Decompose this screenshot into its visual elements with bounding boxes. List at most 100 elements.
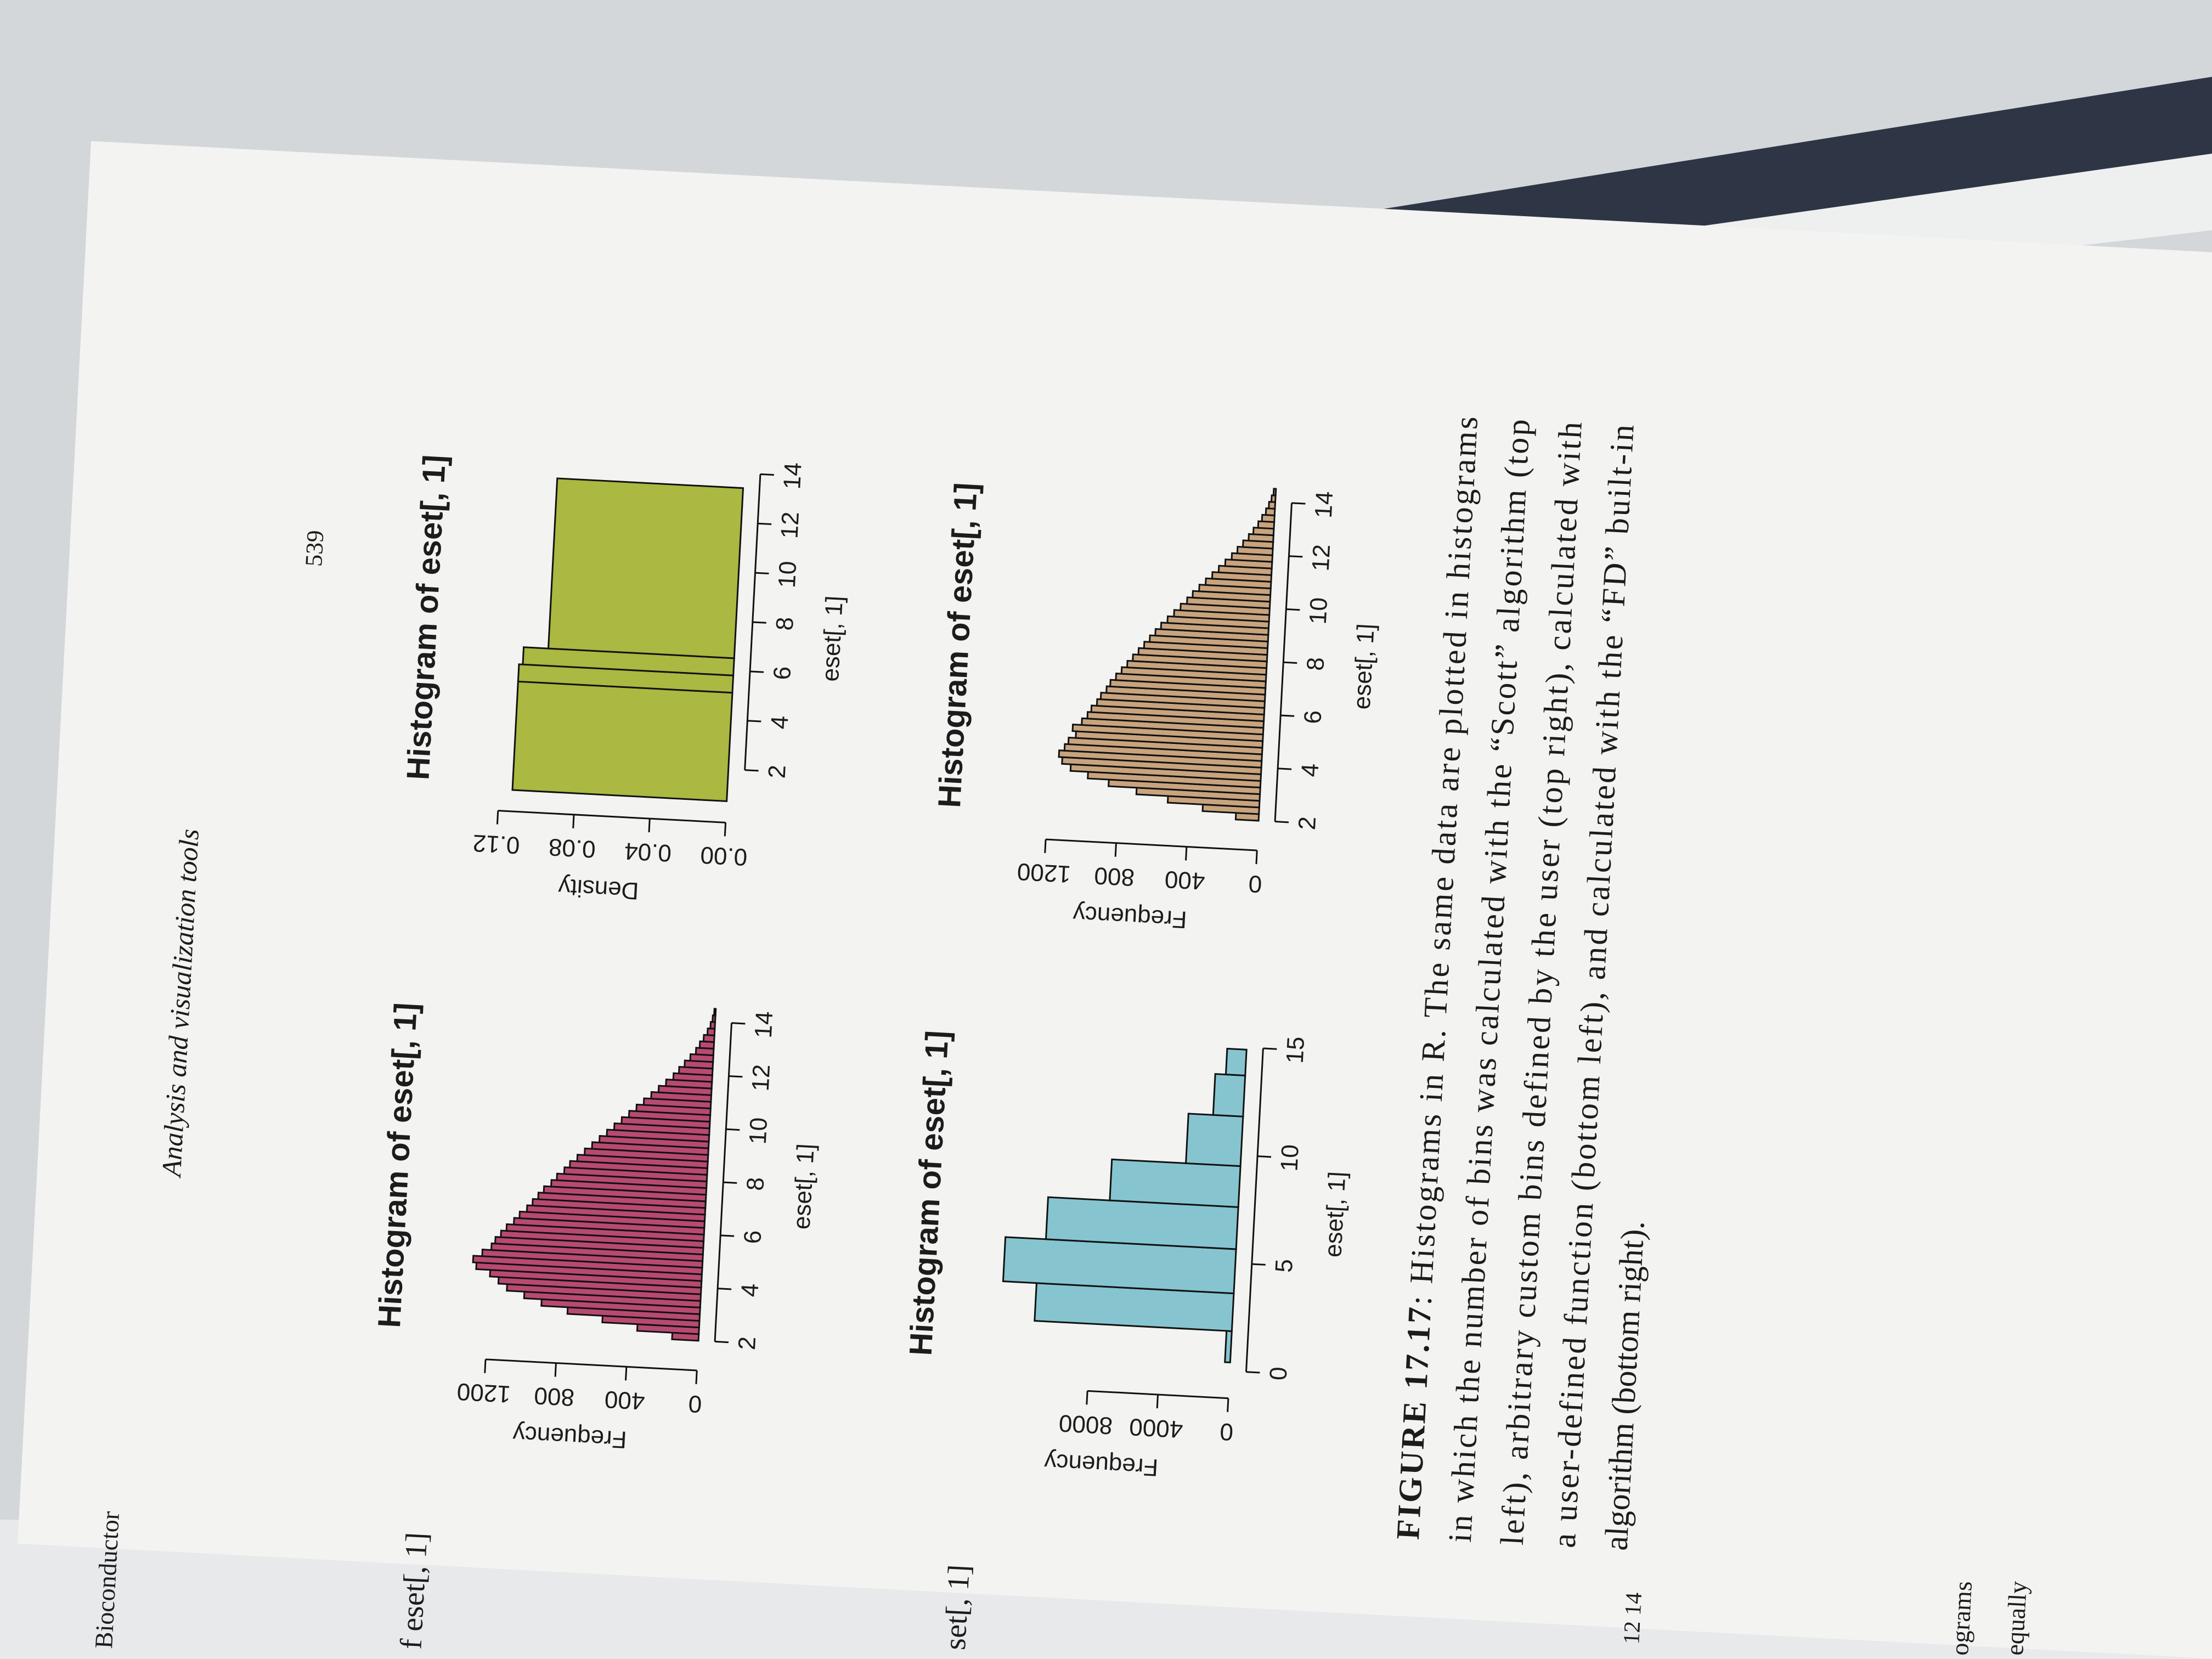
y-tick-label: 1200 (1017, 858, 1071, 888)
y-tick-label: 0.00 (699, 841, 748, 870)
y-tick (1185, 847, 1188, 861)
x-tick-label: 10 (1305, 597, 1333, 625)
y-axis-label: Frequency (512, 1420, 628, 1453)
x-tick (1291, 502, 1306, 505)
y-axis (485, 1358, 697, 1372)
bar (713, 1008, 717, 1017)
y-tick-label: 4000 (1128, 1413, 1183, 1443)
y-tick-label: 400 (604, 1386, 646, 1415)
x-tick (1246, 1371, 1260, 1374)
paper (18, 141, 2212, 1659)
x-tick-label: 12 (776, 511, 804, 539)
y-tick (1255, 850, 1258, 865)
x-tick-label: 6 (769, 665, 796, 680)
x-tick (726, 1128, 740, 1131)
x-tick-label: 12 (1307, 544, 1335, 572)
x-tick-label: 14 (1310, 490, 1338, 518)
y-tick-label: 0 (1219, 1418, 1234, 1445)
y-tick-label: 0.12 (472, 830, 521, 859)
y-tick-label: 0.08 (548, 833, 596, 862)
bar (1109, 1158, 1242, 1208)
y-tick-label: 1200 (456, 1378, 511, 1408)
y-axis (498, 810, 726, 823)
x-tick-label: 6 (739, 1229, 766, 1244)
x-tick-label: 10 (1276, 1144, 1304, 1172)
x-tick (1283, 661, 1297, 664)
x-tick-label: 8 (1302, 657, 1329, 672)
y-tick (1156, 1394, 1159, 1409)
bar (709, 1021, 716, 1030)
left-page-fragment: ograms (1945, 1581, 1977, 1656)
x-tick-label: 5 (1271, 1259, 1298, 1273)
y-axis-label: Frequency (1043, 1448, 1159, 1481)
x-tick-label: 0 (1265, 1366, 1292, 1381)
y-tick (648, 819, 651, 833)
y-tick-label: 0 (1248, 870, 1263, 898)
x-tick (1257, 1155, 1272, 1158)
y-tick-label: 8000 (1058, 1409, 1113, 1439)
x-axis-label: eset[, 1] (817, 595, 848, 682)
x-tick (731, 1022, 746, 1025)
y-tick (572, 814, 575, 828)
x-axis (1245, 1048, 1264, 1372)
x-tick (1289, 555, 1303, 558)
y-tick-label: 0.04 (624, 837, 672, 866)
y-tick-label: 800 (533, 1382, 575, 1411)
x-tick (760, 473, 774, 476)
page-number: 539 (300, 529, 329, 567)
histogram-panel: Histogram of eset[, 1] eset[, 1]Frequency… (903, 1030, 1351, 1481)
y-tick-label: 400 (1164, 866, 1206, 895)
y-axis-label: Density (557, 873, 639, 905)
left-page-fragment: set[, 1] (938, 1564, 977, 1651)
left-page-fragment: equally (2000, 1581, 2032, 1656)
y-tick-label: 800 (1093, 862, 1135, 891)
y-tick (496, 810, 499, 825)
y-axis (1045, 838, 1257, 851)
x-tick-label: 2 (1294, 816, 1321, 831)
x-tick-label: 15 (1282, 1036, 1310, 1064)
y-tick-label: 0 (688, 1390, 703, 1418)
left-page-fragment: 12 14 (1619, 1592, 1647, 1645)
bar (1224, 1047, 1248, 1077)
bar (1272, 488, 1277, 496)
x-tick (758, 522, 772, 526)
bar (547, 477, 744, 659)
x-tick-label: 4 (766, 715, 793, 730)
bar (511, 680, 733, 803)
histogram-panel: Histogram of eset[, 1] eset[, 1]Frequency… (932, 482, 1380, 933)
x-tick (1280, 714, 1295, 717)
x-tick-label: 6 (1299, 710, 1327, 725)
x-axis-label: eset[, 1] (788, 1143, 820, 1230)
x-tick-label: 8 (742, 1177, 769, 1192)
x-tick-label: 8 (771, 617, 799, 631)
x-tick (720, 1234, 735, 1237)
left-page-text: Bioconductor f eset[, 1] set[, 1] 12 14 ogra… (89, 1510, 2032, 1656)
y-tick (625, 1367, 628, 1381)
x-tick-label: 10 (744, 1117, 772, 1145)
right-page: Analysis and visualization tools 539 FIG… (18, 141, 2212, 1659)
bar (1185, 1113, 1244, 1167)
y-tick (1114, 843, 1117, 857)
y-tick (1044, 839, 1047, 854)
x-axis-label: eset[, 1] (1348, 623, 1380, 710)
bar (1270, 494, 1277, 503)
x-tick-label: 12 (747, 1064, 775, 1092)
x-axis-label: eset[, 1] (1319, 1171, 1351, 1258)
y-tick (484, 1359, 487, 1373)
x-tick-label: 10 (774, 560, 802, 588)
x-tick (1286, 608, 1300, 611)
x-tick-label: 14 (750, 1011, 778, 1039)
y-tick (554, 1363, 557, 1377)
x-tick-label: 4 (1296, 763, 1324, 777)
x-tick (1251, 1263, 1266, 1266)
bar (1212, 1073, 1246, 1118)
y-axis-label: Frequency (1073, 900, 1188, 933)
x-tick (714, 1340, 729, 1344)
histogram-panel: Histogram of eset[, 1] eset[, 1]Density24… (400, 454, 848, 905)
y-tick (695, 1370, 698, 1385)
x-tick (723, 1181, 737, 1184)
x-tick-label: 2 (764, 764, 791, 779)
x-tick-label: 14 (778, 462, 806, 490)
